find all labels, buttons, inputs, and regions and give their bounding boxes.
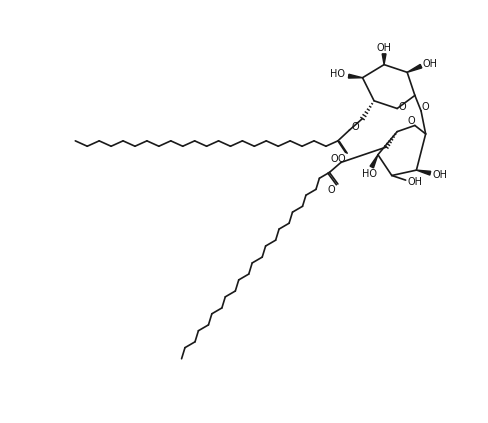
Text: HO: HO [362,169,377,179]
Text: HO: HO [330,69,346,79]
Text: O: O [337,154,345,164]
Text: O: O [330,154,338,164]
Text: OH: OH [377,44,391,53]
Polygon shape [416,170,431,175]
Text: OH: OH [423,59,438,69]
Polygon shape [407,64,422,72]
Text: O: O [399,102,407,112]
Text: O: O [352,122,359,132]
Text: OH: OH [407,177,423,187]
Text: OH: OH [432,170,447,180]
Polygon shape [370,155,378,168]
Text: O: O [422,102,429,112]
Polygon shape [382,54,386,65]
Polygon shape [348,74,363,78]
Text: O: O [407,116,415,126]
Text: O: O [328,185,336,195]
